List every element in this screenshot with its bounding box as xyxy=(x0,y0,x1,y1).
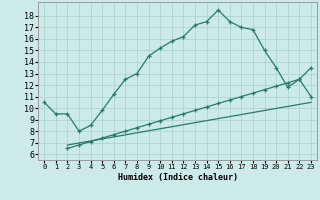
X-axis label: Humidex (Indice chaleur): Humidex (Indice chaleur) xyxy=(118,173,238,182)
